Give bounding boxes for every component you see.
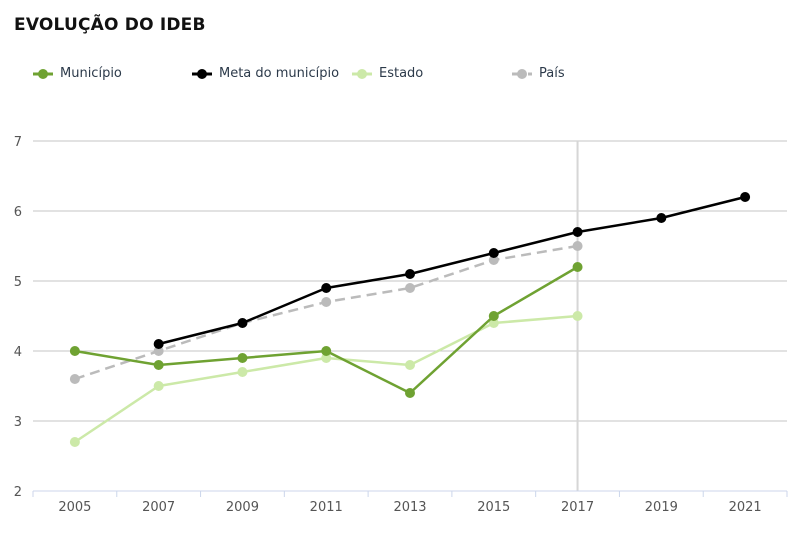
x-tick-label: 2019 <box>645 500 678 515</box>
data-point <box>405 360 415 370</box>
data-point <box>321 297 332 307</box>
grid-lines <box>33 140 787 491</box>
series-Estado <box>69 311 583 447</box>
data-point <box>740 192 751 202</box>
series-line <box>74 314 578 444</box>
legend-item-municipio[interactable]: Município <box>32 66 122 81</box>
y-tick-label: 5 <box>14 275 22 290</box>
legend-marker-estado-icon <box>352 68 372 79</box>
series-Meta do município <box>153 192 751 349</box>
data-point <box>237 318 248 328</box>
chart-title: EVOLUÇÃO DO IDEB <box>14 15 206 35</box>
legend-marker-municipio-icon <box>33 68 53 79</box>
data-point <box>656 213 667 223</box>
legend-item-estado[interactable]: Estado <box>351 66 423 81</box>
data-point <box>321 353 332 363</box>
series-line <box>158 195 746 346</box>
data-point <box>153 346 164 356</box>
data-point <box>153 339 164 349</box>
data-point <box>237 353 248 363</box>
data-point <box>153 360 164 370</box>
data-point <box>572 241 583 251</box>
data-point <box>572 227 583 237</box>
legend: Município Meta do município Estado País <box>0 66 800 86</box>
y-tick-label: 2 <box>14 485 22 500</box>
axes: 2 3 4 5 6 7 2005 2007 2009 2011 2013 2015 2017 2019 20… <box>14 135 788 515</box>
data-point <box>572 262 583 272</box>
data-point <box>405 283 415 293</box>
data-point <box>488 311 499 321</box>
x-tick-label: 2009 <box>226 500 259 515</box>
y-tick-label: 7 <box>14 135 22 150</box>
legend-label-municipio: Município <box>60 66 122 81</box>
x-tick-label: 2017 <box>561 500 594 515</box>
legend-marker-meta-icon <box>192 68 212 79</box>
x-tick-label: 2021 <box>729 500 762 515</box>
y-tick-label: 6 <box>14 205 22 220</box>
data-point <box>237 367 248 377</box>
data-point <box>69 346 80 356</box>
x-tick-label: 2013 <box>393 500 426 515</box>
series-País <box>69 241 583 384</box>
data-point <box>153 381 164 391</box>
data-point <box>488 255 499 265</box>
data-point <box>488 318 499 328</box>
legend-label-meta: Meta do município <box>219 66 340 81</box>
legend-item-meta[interactable]: Meta do município <box>191 66 339 81</box>
legend-marker-pais-icon <box>512 68 532 79</box>
legend-label-estado: Estado <box>379 66 424 81</box>
x-tick-label: 2015 <box>477 500 510 515</box>
y-tick-label: 4 <box>14 345 22 360</box>
data-point <box>488 248 499 258</box>
series-Município <box>69 262 583 398</box>
x-tick-label: 2005 <box>58 500 91 515</box>
series-group <box>69 192 751 447</box>
data-point <box>69 374 80 384</box>
x-tick-label: 2011 <box>310 500 343 515</box>
data-point <box>405 269 415 279</box>
x-tick-label: 2007 <box>142 500 175 515</box>
data-point <box>69 437 80 447</box>
legend-label-pais: País <box>539 66 565 81</box>
data-point <box>405 388 415 398</box>
data-point <box>572 311 583 321</box>
data-point <box>321 283 332 293</box>
y-tick-label: 3 <box>14 415 22 430</box>
data-point <box>321 346 332 356</box>
legend-item-pais[interactable]: País <box>511 66 565 81</box>
